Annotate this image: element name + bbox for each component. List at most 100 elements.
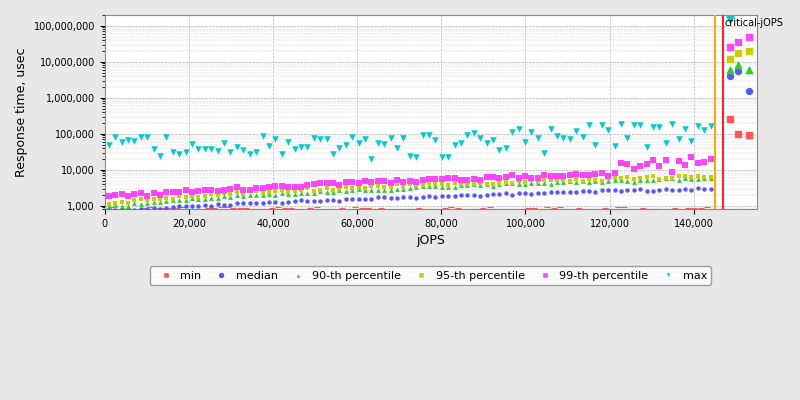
Point <box>506 207 518 213</box>
Point <box>429 183 442 189</box>
Point <box>346 179 358 186</box>
Point <box>314 188 326 194</box>
Point <box>544 173 557 179</box>
Point <box>640 206 653 212</box>
Point <box>320 189 333 195</box>
Point <box>698 204 710 210</box>
Point <box>448 180 461 186</box>
Point <box>493 206 506 213</box>
Point <box>237 187 250 193</box>
Point <box>371 186 384 193</box>
Point <box>525 176 538 183</box>
Point <box>218 187 230 193</box>
Point <box>166 205 179 211</box>
Point <box>237 190 250 197</box>
Point <box>358 184 371 191</box>
Point <box>301 181 314 188</box>
Point <box>154 205 166 212</box>
Point <box>518 205 531 211</box>
Point <box>403 178 416 184</box>
Point <box>166 189 179 196</box>
Point <box>109 200 122 206</box>
Point <box>653 207 666 213</box>
Point <box>301 144 314 150</box>
Point <box>211 148 224 154</box>
Point <box>371 140 384 147</box>
Point <box>282 188 294 195</box>
Point <box>589 189 602 195</box>
Point <box>704 156 717 162</box>
Point <box>691 176 704 182</box>
Point <box>269 199 282 206</box>
Point <box>563 206 576 212</box>
Point <box>160 198 173 204</box>
Point <box>608 143 621 149</box>
Point <box>365 206 378 212</box>
Point <box>192 206 205 213</box>
Point <box>211 192 224 198</box>
Point <box>346 204 358 210</box>
Point <box>314 198 326 204</box>
Point <box>634 176 646 183</box>
Point <box>646 177 659 183</box>
Point <box>403 194 416 200</box>
Point <box>731 39 744 46</box>
Point <box>563 172 576 178</box>
Point <box>531 205 544 212</box>
Point <box>602 127 614 133</box>
Point <box>672 206 685 213</box>
Point <box>731 50 744 56</box>
Point <box>576 188 589 194</box>
Point <box>262 184 275 190</box>
Point <box>102 206 115 212</box>
Point <box>134 190 147 196</box>
Point <box>435 181 448 188</box>
Point <box>435 176 448 182</box>
Point <box>160 194 173 201</box>
Point <box>685 154 698 161</box>
Point <box>166 204 179 210</box>
Point <box>403 181 416 187</box>
Point <box>358 187 371 193</box>
Point <box>384 195 397 202</box>
Point <box>262 143 275 149</box>
Point <box>333 197 346 204</box>
Point <box>531 135 544 142</box>
Point <box>666 187 678 193</box>
Point <box>102 142 115 148</box>
Point <box>122 202 134 209</box>
Point <box>390 195 403 201</box>
Point <box>102 192 115 199</box>
Point <box>294 144 307 150</box>
Point <box>224 186 237 192</box>
Point <box>486 206 499 212</box>
Point <box>243 200 256 207</box>
Point <box>698 127 710 133</box>
Point <box>742 66 755 73</box>
Point <box>429 207 442 213</box>
Point <box>115 207 128 213</box>
Point <box>288 190 301 197</box>
Point <box>134 206 147 212</box>
Point <box>275 200 288 206</box>
Point <box>179 208 192 214</box>
Point <box>294 208 307 214</box>
Point <box>262 189 275 195</box>
Point <box>230 205 243 212</box>
Point <box>595 204 608 211</box>
Point <box>301 198 314 204</box>
Point <box>563 188 576 195</box>
Point <box>384 186 397 193</box>
Point <box>448 174 461 181</box>
Point <box>589 178 602 184</box>
Point <box>154 153 166 159</box>
Point <box>128 207 141 213</box>
Point <box>339 207 352 214</box>
Point <box>582 188 595 194</box>
Point <box>576 178 589 184</box>
Point <box>102 204 115 210</box>
Point <box>301 190 314 196</box>
Point <box>672 158 685 164</box>
Point <box>275 186 288 193</box>
Point <box>698 159 710 166</box>
